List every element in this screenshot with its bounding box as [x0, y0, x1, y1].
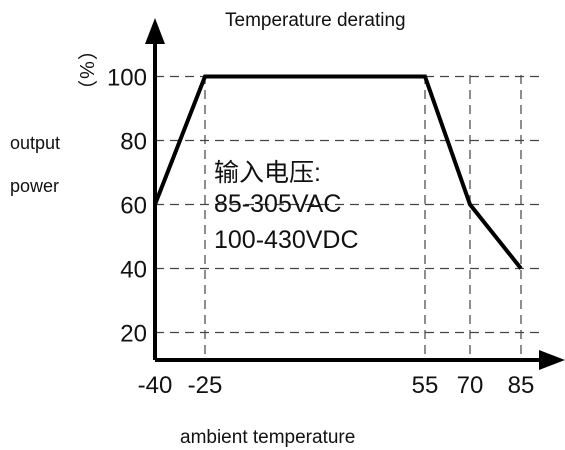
x-tick-85: 85	[508, 372, 535, 399]
y-tick-80: 80	[120, 129, 147, 156]
y-axis-unit: （%）	[74, 40, 97, 101]
y-tick-40: 40	[120, 257, 147, 284]
annotation-line-2: 85-305VAC	[214, 190, 342, 218]
y-axis-label-line2: power	[10, 176, 60, 196]
x-tick--40: -40	[138, 372, 173, 399]
tick-labels: 20 40 60 80 100 -40 -25 55 70 85	[107, 65, 534, 400]
x-tick--25: -25	[188, 372, 223, 399]
derating-curve	[153, 74, 523, 270]
annotation-line-1: 输入电压:	[214, 159, 321, 187]
y-tick-100: 100	[107, 65, 147, 92]
y-axis-label-line1: output	[10, 133, 61, 153]
annotation-line-3: 100-430VDC	[214, 226, 359, 254]
y-axis-arrow	[145, 18, 165, 44]
x-axis-label: ambient temperature	[180, 427, 356, 448]
x-tick-55: 55	[412, 372, 439, 399]
y-tick-60: 60	[120, 193, 147, 220]
y-tick-20: 20	[120, 321, 147, 348]
x-tick-70: 70	[457, 372, 484, 399]
chart-title: Temperature derating	[225, 10, 406, 31]
x-axis-arrow	[539, 350, 565, 370]
axes	[145, 18, 565, 370]
